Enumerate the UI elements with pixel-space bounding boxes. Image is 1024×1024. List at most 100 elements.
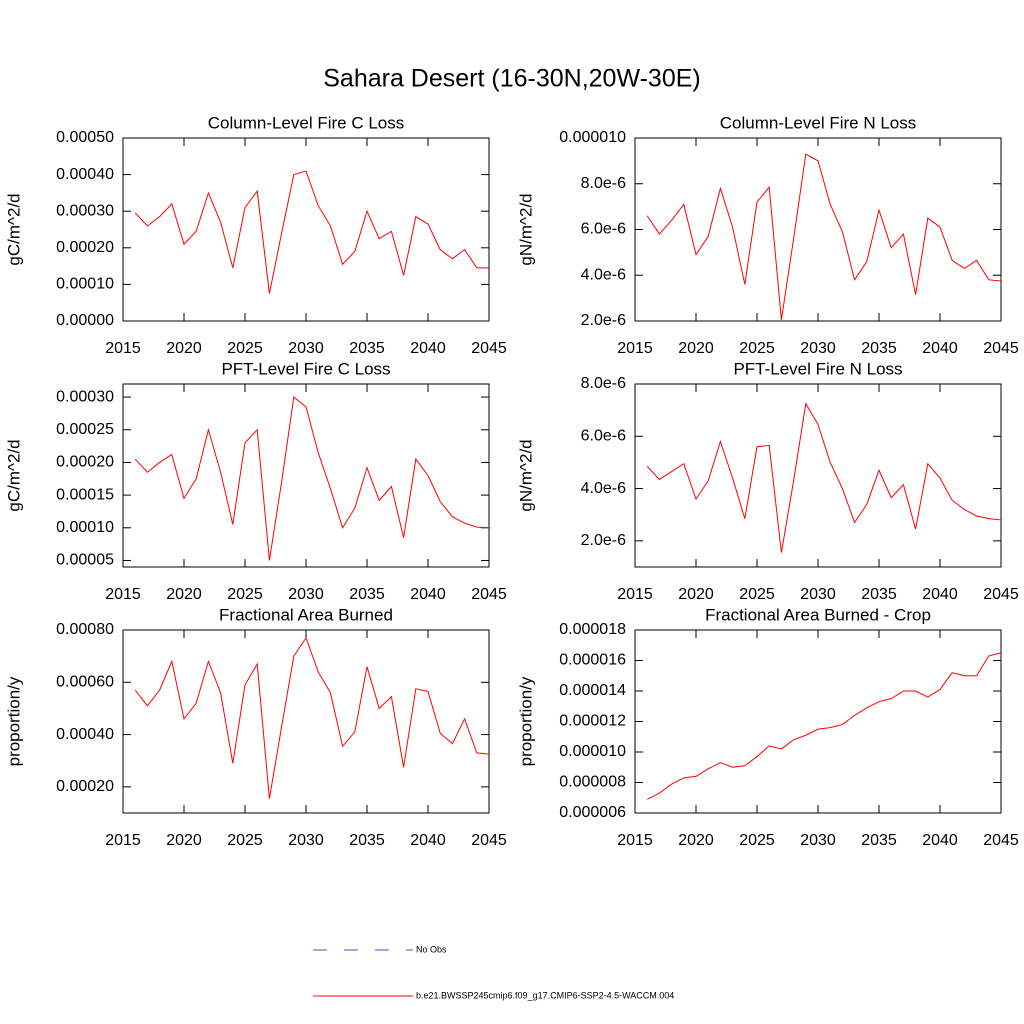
x-tick-label: 2035 xyxy=(349,586,385,603)
y-tick-label: 0.00080 xyxy=(56,621,114,638)
x-tick-label: 2025 xyxy=(227,340,263,357)
x-tick-label: 2025 xyxy=(227,832,263,849)
x-tick-label: 2025 xyxy=(227,586,263,603)
y-tick-label: 0.00050 xyxy=(56,129,114,146)
x-tick-label: 2030 xyxy=(800,340,836,357)
data-line xyxy=(646,153,1002,320)
panel: Fractional Area Burned proportion/y 2015 20… xyxy=(4,605,506,849)
y-tick-label: 0.00060 xyxy=(56,674,114,691)
x-tick-label: 2025 xyxy=(739,586,775,603)
x-tick-label: 2020 xyxy=(678,586,714,603)
panel: PFT-Level Fire C Loss gC/m^2/d 2015 2020 202… xyxy=(4,359,506,603)
x-tick-label: 2045 xyxy=(983,832,1019,849)
y-tick-label: 6.0e-6 xyxy=(581,221,626,238)
x-tick-label: 2035 xyxy=(349,832,385,849)
plot-frame xyxy=(634,629,1002,814)
y-tick-label: 0.00025 xyxy=(56,421,114,438)
x-tick-label: 2030 xyxy=(288,832,324,849)
y-tick-label: 0.00030 xyxy=(56,202,114,219)
panel: Fractional Area Burned - Crop proportion/… xyxy=(516,605,1018,849)
x-tick-label: 2015 xyxy=(105,832,141,849)
y-tick-label: 0.000016 xyxy=(559,652,626,669)
y-tick-label: 0.000014 xyxy=(559,682,626,699)
x-tick-label: 2015 xyxy=(617,340,653,357)
plot-frame xyxy=(122,629,490,814)
data-line xyxy=(134,396,490,561)
legend-label: b.e21.BWSSP245cmip6.f09_g17.CMIP6-SSP2-4… xyxy=(416,990,674,1000)
y-tick-label: 0.00030 xyxy=(56,388,114,405)
x-tick-label: 2035 xyxy=(349,340,385,357)
x-tick-label: 2020 xyxy=(166,340,202,357)
x-tick-label: 2020 xyxy=(166,586,202,603)
panel-title: Column-Level Fire C Loss xyxy=(208,113,405,132)
x-tick-label: 2045 xyxy=(471,340,507,357)
y-tick-label: 4.0e-6 xyxy=(581,480,626,497)
panel-title: PFT-Level Fire C Loss xyxy=(221,359,390,378)
x-tick-label: 2020 xyxy=(166,832,202,849)
x-tick-label: 2015 xyxy=(105,586,141,603)
y-axis-label: gN/m^2/d xyxy=(516,193,535,265)
panel: Column-Level Fire C Loss gC/m^2/d 2015 2020… xyxy=(4,113,506,357)
x-tick-label: 2040 xyxy=(410,340,446,357)
y-tick-label: 0.000006 xyxy=(559,804,626,821)
x-tick-label: 2040 xyxy=(410,586,446,603)
y-tick-label: 2.0e-6 xyxy=(581,312,626,329)
y-axis-label: gC/m^2/d xyxy=(4,439,23,511)
x-tick-label: 2035 xyxy=(861,340,897,357)
x-tick-label: 2030 xyxy=(800,586,836,603)
x-tick-label: 2045 xyxy=(471,586,507,603)
panel-title: Fractional Area Burned - Crop xyxy=(705,605,931,624)
y-axis-label: gN/m^2/d xyxy=(516,439,535,511)
x-tick-label: 2045 xyxy=(983,586,1019,603)
x-tick-label: 2040 xyxy=(410,832,446,849)
y-axis-label: proportion/y xyxy=(516,676,535,766)
y-tick-label: 0.00000 xyxy=(56,312,114,329)
y-tick-label: 0.00040 xyxy=(56,726,114,743)
y-tick-label: 0.00020 xyxy=(56,239,114,256)
y-tick-label: 6.0e-6 xyxy=(581,428,626,445)
panel-title: Fractional Area Burned xyxy=(219,605,393,624)
panel: PFT-Level Fire N Loss gN/m^2/d 2015 2020 202… xyxy=(516,359,1018,603)
x-tick-label: 2025 xyxy=(739,340,775,357)
x-tick-label: 2020 xyxy=(678,340,714,357)
data-line xyxy=(646,402,1002,553)
panel: Column-Level Fire N Loss gN/m^2/d 2015 2020… xyxy=(516,113,1018,357)
x-tick-label: 2030 xyxy=(288,586,324,603)
data-line xyxy=(646,652,1002,800)
y-tick-label: 0.00010 xyxy=(56,276,114,293)
x-tick-label: 2035 xyxy=(861,832,897,849)
x-tick-label: 2040 xyxy=(922,832,958,849)
x-tick-label: 2045 xyxy=(471,832,507,849)
x-tick-label: 2045 xyxy=(983,340,1019,357)
y-tick-label: 8.0e-6 xyxy=(581,375,626,392)
y-axis-label: proportion/y xyxy=(4,676,23,766)
x-tick-label: 2015 xyxy=(617,586,653,603)
y-axis-label: gC/m^2/d xyxy=(4,193,23,265)
x-tick-label: 2015 xyxy=(617,832,653,849)
y-tick-label: 0.00015 xyxy=(56,486,114,503)
x-tick-label: 2040 xyxy=(922,340,958,357)
y-tick-label: 0.000012 xyxy=(559,713,626,730)
x-tick-label: 2035 xyxy=(861,586,897,603)
x-tick-label: 2040 xyxy=(922,586,958,603)
y-tick-label: 0.00020 xyxy=(56,778,114,795)
y-tick-label: 0.000010 xyxy=(559,743,626,760)
y-tick-label: 8.0e-6 xyxy=(581,175,626,192)
data-line xyxy=(134,636,490,799)
plot-frame xyxy=(122,137,490,322)
plot-frame xyxy=(634,383,1002,568)
y-tick-label: 0.00010 xyxy=(56,519,114,536)
panel-title: PFT-Level Fire N Loss xyxy=(733,359,902,378)
y-tick-label: 4.0e-6 xyxy=(581,266,626,283)
x-tick-label: 2020 xyxy=(678,832,714,849)
y-tick-label: 0.00020 xyxy=(56,454,114,471)
y-tick-label: 0.00005 xyxy=(56,552,114,569)
x-tick-label: 2030 xyxy=(800,832,836,849)
y-tick-label: 0.000008 xyxy=(559,774,626,791)
data-line xyxy=(134,170,489,294)
panel-title: Column-Level Fire N Loss xyxy=(720,113,917,132)
figure-title: Sahara Desert (16-30N,20W-30E) xyxy=(323,65,701,93)
legend-label: No Obs xyxy=(416,944,447,954)
x-tick-label: 2025 xyxy=(739,832,775,849)
